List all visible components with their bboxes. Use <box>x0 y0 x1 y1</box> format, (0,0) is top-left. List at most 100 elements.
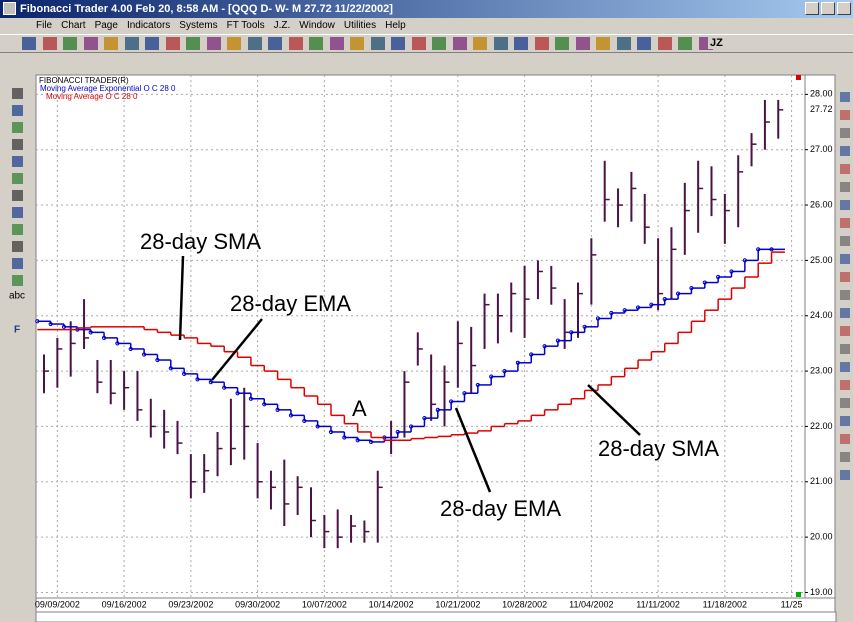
ema-marker <box>395 429 400 435</box>
marker <box>796 592 801 597</box>
maximize-button[interactable] <box>821 2 835 15</box>
y-tick-label: 25.00 <box>810 255 833 265</box>
menu-item[interactable]: Indicators <box>126 20 171 31</box>
toolbar-button[interactable] <box>186 37 200 50</box>
toolbar-button[interactable] <box>432 37 446 50</box>
ema-marker <box>182 371 187 376</box>
tool-button <box>840 254 850 264</box>
ema-marker <box>208 380 213 385</box>
y-tick-label: 27.00 <box>810 144 833 154</box>
menu-item[interactable]: Help <box>385 20 406 31</box>
chart-title: FIBONACCI TRADER(R) <box>39 76 129 85</box>
tool-button <box>840 182 850 192</box>
toolbar-button[interactable] <box>534 37 549 50</box>
ema-marker <box>88 330 93 335</box>
toolbar-button[interactable] <box>145 37 159 50</box>
toolbar-button[interactable] <box>411 37 426 50</box>
toolbar-button[interactable] <box>329 37 344 50</box>
toolbar-button[interactable] <box>83 37 98 50</box>
toolbar-button[interactable] <box>22 37 36 50</box>
toolbar-button[interactable] <box>657 37 672 50</box>
ema-marker <box>61 324 67 329</box>
toolbar-button[interactable] <box>247 37 262 50</box>
toolbar-button[interactable] <box>268 37 282 50</box>
ema-marker <box>142 352 147 357</box>
toolbar-button[interactable] <box>514 37 528 50</box>
ema-marker <box>729 269 734 274</box>
toolbar-button[interactable] <box>370 37 385 50</box>
window-title: Fibonacci Trader 4.00 Feb 20, 8:58 AM - … <box>20 3 393 15</box>
ema-marker <box>689 285 694 291</box>
ema-marker <box>529 352 534 357</box>
toolbar-button[interactable] <box>391 37 405 50</box>
tool-button <box>12 207 23 218</box>
toolbar-button[interactable] <box>350 37 364 50</box>
tool-button <box>840 398 850 408</box>
x-tick-label: 09/09/2002 <box>35 599 80 609</box>
menu-item[interactable]: Utilities <box>343 20 377 31</box>
toolbar-button[interactable] <box>452 37 467 50</box>
tool-button <box>840 92 850 102</box>
toolbar-button[interactable] <box>555 37 569 50</box>
toolbar-button[interactable] <box>227 37 241 50</box>
x-tick-label: 10/14/2002 <box>369 599 414 609</box>
ema-marker <box>262 402 267 407</box>
close-button[interactable] <box>837 2 851 15</box>
menu-item[interactable]: Page <box>94 20 118 31</box>
y-tick-label: 24.00 <box>810 310 833 320</box>
ema-marker <box>235 391 240 396</box>
ema-marker <box>622 308 627 313</box>
toolbar-button[interactable] <box>678 37 692 50</box>
ema-marker <box>756 247 761 252</box>
tool-button <box>840 110 850 120</box>
menu-item[interactable]: FT Tools <box>226 20 265 31</box>
toolbar-button[interactable] <box>63 37 77 50</box>
toolbar-button[interactable] <box>575 37 590 50</box>
annotation-arrow <box>211 318 263 381</box>
toolbar-button[interactable] <box>288 37 303 50</box>
menu-item[interactable]: Window <box>299 20 335 31</box>
ema-marker <box>475 382 480 388</box>
toolbar-button[interactable] <box>473 37 487 50</box>
toolbar-button[interactable] <box>596 37 610 50</box>
menu-item[interactable]: Chart <box>61 20 86 31</box>
ema-marker <box>742 258 747 263</box>
menu-item[interactable]: File <box>36 20 53 31</box>
menu-item[interactable]: Systems <box>179 20 218 31</box>
ema-marker <box>542 344 547 349</box>
toolbar-button[interactable] <box>124 37 139 50</box>
ema-marker <box>702 280 707 285</box>
ema-marker <box>155 357 160 363</box>
ema-marker <box>649 302 654 307</box>
ema-marker <box>35 319 40 324</box>
ema-marker <box>435 407 440 412</box>
toolbar-button[interactable] <box>309 37 323 50</box>
tool-button <box>840 218 850 228</box>
menu-item[interactable]: J.Z. <box>273 20 291 31</box>
legend-entry: Moving Average O C 28 0 <box>46 92 138 101</box>
ema-marker <box>555 338 561 343</box>
menu-bar: File Chart Page Indicators Systems FT Tools J.… <box>0 18 853 34</box>
toolbar-button[interactable] <box>165 37 180 50</box>
toolbar-button[interactable] <box>616 37 631 50</box>
x-tick-label: 09/16/2002 <box>102 599 147 609</box>
ema-marker <box>288 413 294 418</box>
toolbar-button[interactable] <box>104 37 118 50</box>
ema-marker <box>449 399 454 404</box>
tool-button <box>840 290 850 300</box>
toolbar-button[interactable] <box>206 37 221 50</box>
ema-marker <box>409 424 414 429</box>
marker <box>796 75 801 80</box>
tool-button <box>840 380 850 390</box>
toolbar-button[interactable] <box>493 37 508 50</box>
y-tick-label: 20.00 <box>810 531 833 541</box>
toolbar-button[interactable] <box>637 37 651 50</box>
ema-marker <box>248 396 253 401</box>
toolbar-label[interactable]: JZ <box>708 37 725 49</box>
tool-button <box>12 156 23 167</box>
minimize-button[interactable] <box>805 2 819 15</box>
tool-label: F <box>14 325 20 336</box>
toolbar-button[interactable] <box>42 37 57 50</box>
y-tick-label: 21.00 <box>810 476 833 486</box>
